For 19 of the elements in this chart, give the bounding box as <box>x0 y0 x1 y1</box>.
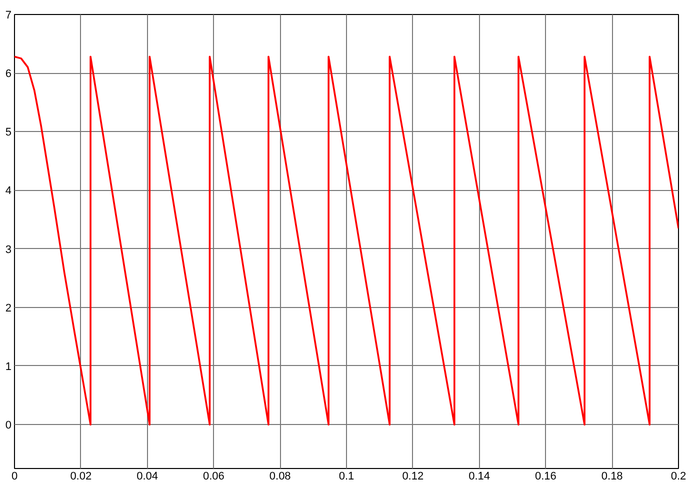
y-tick-label: 7 <box>5 10 12 22</box>
x-tick-label: 0.1 <box>338 470 354 482</box>
y-tick-label: 0 <box>5 420 12 432</box>
x-tick-label: 0.04 <box>136 470 158 482</box>
y-tick-label: 2 <box>5 302 12 314</box>
x-tick-label: 0.16 <box>534 470 556 482</box>
y-tick-label: 6 <box>5 68 12 80</box>
x-tick-label: 0.14 <box>468 470 490 482</box>
x-tick-label: 0.2 <box>670 470 686 482</box>
x-tick-label: 0.06 <box>202 470 224 482</box>
x-tick-label: 0.08 <box>269 470 291 482</box>
x-tick-label: 0.12 <box>402 470 424 482</box>
y-tick-label: 5 <box>5 126 12 139</box>
y-tick-label: 4 <box>5 185 12 198</box>
x-tick-label: 0.02 <box>70 470 92 482</box>
line-series <box>14 56 678 426</box>
y-tick-label: 3 <box>5 244 12 256</box>
x-tick-label: 0.18 <box>601 470 623 482</box>
y-tick-label: 1 <box>5 360 12 373</box>
